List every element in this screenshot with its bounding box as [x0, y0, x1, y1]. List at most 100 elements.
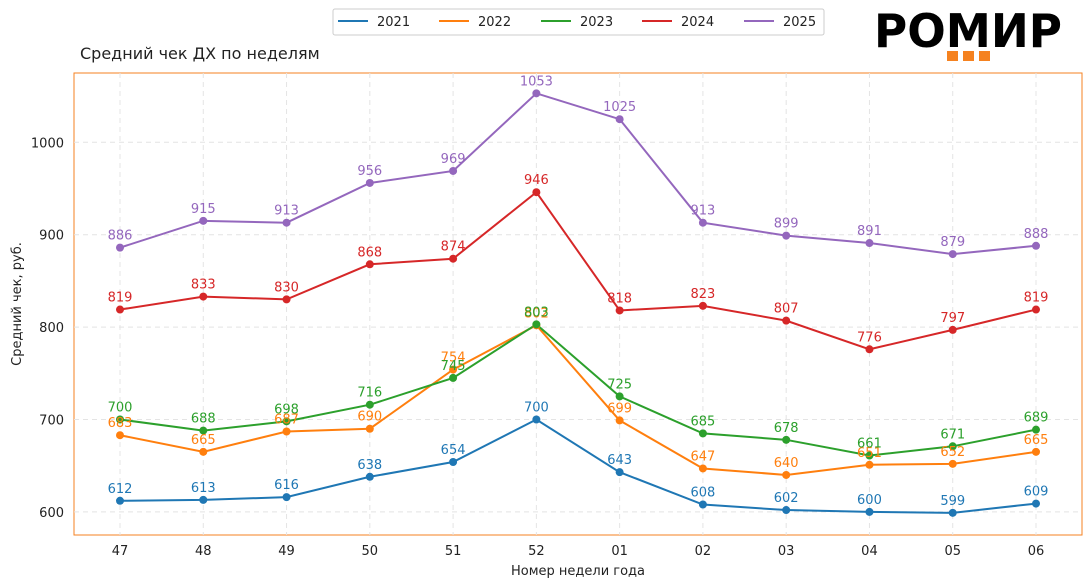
- x-tick-label: 51: [445, 544, 462, 559]
- data-label-2025-06: 888: [1024, 227, 1049, 242]
- data-point-2024-03: [782, 316, 791, 325]
- data-label-2021-49: 616: [274, 478, 299, 493]
- series-line-2023: [119, 323, 1037, 457]
- data-label-2023-02: 685: [690, 414, 715, 429]
- data-point-2024-52: [532, 188, 541, 197]
- data-point-2024-06: [1032, 305, 1040, 314]
- y-tick-label: 800: [39, 321, 64, 336]
- x-tick-label: 06: [1028, 544, 1045, 559]
- y-axis-ticks: 600 700 800 900 1000: [31, 136, 64, 521]
- data-label-2025-50: 956: [357, 164, 382, 179]
- data-label-2021-02: 608: [690, 486, 715, 501]
- data-point-2022-04: [865, 460, 874, 469]
- data-label-2023-48: 688: [191, 412, 216, 427]
- data-point-2024-50: [365, 260, 374, 269]
- data-label-2025-02: 913: [690, 204, 715, 219]
- y-tick-label: 900: [39, 229, 64, 244]
- series-points: [116, 89, 1040, 517]
- data-point-2023-48: [199, 426, 208, 435]
- logo-text: РОМИР: [874, 4, 1062, 58]
- legend-label-2024: 2024: [681, 15, 714, 30]
- data-point-2025-51: [449, 166, 458, 175]
- data-label-2024-04: 776: [857, 330, 882, 345]
- data-label-2024-48: 833: [191, 278, 216, 293]
- data-point-2022-05: [948, 459, 957, 468]
- series-line-2024: [119, 190, 1037, 351]
- data-label-2022-05: 652: [940, 445, 965, 460]
- data-label-2024-50: 868: [357, 245, 382, 260]
- data-label-2022-52: 802: [524, 306, 549, 321]
- data-point-2023-49: [282, 417, 291, 426]
- data-label-2023-04: 661: [857, 437, 882, 452]
- data-point-2021-51: [449, 458, 458, 467]
- plot-area: [73, 72, 1083, 536]
- data-label-2025-51: 969: [441, 152, 466, 167]
- data-label-2024-01: 818: [607, 291, 632, 306]
- data-point-2022-01: [615, 416, 624, 425]
- data-label-2023-01: 725: [607, 377, 632, 392]
- data-label-2024-52: 946: [524, 173, 549, 188]
- data-point-2021-04: [865, 507, 874, 516]
- data-label-2024-51: 874: [441, 240, 466, 255]
- data-point-2023-03: [782, 435, 791, 444]
- data-point-2025-05: [948, 250, 957, 259]
- data-point-2025-47: [116, 243, 124, 252]
- data-point-2021-50: [365, 472, 374, 481]
- data-label-2023-51: 745: [441, 359, 466, 374]
- data-point-2021-05: [948, 508, 957, 517]
- data-point-2024-02: [698, 301, 707, 310]
- data-label-2022-47: 683: [108, 416, 133, 431]
- data-label-2023-05: 671: [940, 427, 965, 442]
- data-point-2023-06: [1032, 425, 1040, 434]
- legend-label-2021: 2021: [377, 15, 410, 30]
- data-point-2022-47: [116, 431, 124, 440]
- data-point-2023-04: [865, 451, 874, 460]
- data-point-2023-02: [698, 429, 707, 438]
- data-point-2024-47: [116, 305, 124, 314]
- data-point-2022-48: [199, 447, 208, 456]
- legend-frame: [332, 8, 825, 36]
- x-axis-ticks: 47 48 49 50 51 52 01 02 03 04 05 06: [112, 544, 1045, 559]
- data-label-2021-47: 612: [108, 482, 133, 497]
- y-tick-label: 700: [39, 414, 64, 429]
- data-label-2022-01: 699: [607, 401, 632, 416]
- data-point-2021-52: [532, 415, 541, 424]
- x-tick-label: 52: [528, 544, 545, 559]
- data-label-2024-49: 830: [274, 280, 299, 295]
- data-label-2024-03: 807: [774, 302, 799, 317]
- y-tick-label: 600: [39, 506, 64, 521]
- data-label-2021-52: 700: [524, 401, 549, 416]
- y-axis-label: Средний чек, руб.: [10, 242, 25, 366]
- x-tick-label: 47: [112, 544, 129, 559]
- data-point-2021-02: [698, 500, 707, 509]
- data-label-2022-04: 651: [857, 446, 882, 461]
- data-point-2022-06: [1032, 447, 1040, 456]
- data-label-2021-06: 609: [1024, 485, 1049, 500]
- data-point-2025-48: [199, 216, 208, 225]
- data-point-2021-49: [282, 493, 291, 502]
- data-label-2025-47: 886: [108, 229, 133, 244]
- data-point-2024-01: [615, 306, 624, 315]
- data-labels: 612 613 616 638 654 700 643 608 602 600 599 609 683 6…: [108, 74, 1049, 508]
- data-label-2025-49: 913: [274, 204, 299, 219]
- data-point-2023-47: [116, 415, 124, 424]
- legend-label-2022: 2022: [478, 15, 511, 30]
- data-point-2023-51: [449, 373, 458, 382]
- data-point-2021-06: [1032, 499, 1040, 508]
- data-label-2024-05: 797: [940, 311, 965, 326]
- data-label-2022-51: 754: [441, 351, 466, 366]
- x-tick-label: 04: [861, 544, 878, 559]
- data-label-2022-48: 665: [191, 433, 216, 448]
- legend: 2021 2022 2023 2024 2025: [332, 8, 825, 36]
- data-label-2023-49: 698: [274, 402, 299, 417]
- x-tick-label: 03: [778, 544, 795, 559]
- data-label-2021-05: 599: [940, 494, 965, 509]
- data-label-2024-06: 819: [1024, 291, 1049, 306]
- data-label-2022-50: 690: [357, 410, 382, 425]
- data-label-2024-47: 819: [108, 291, 133, 306]
- data-point-2025-02: [698, 218, 707, 227]
- data-point-2025-06: [1032, 241, 1040, 250]
- x-tick-label: 50: [362, 544, 379, 559]
- series-line-2025: [119, 92, 1037, 256]
